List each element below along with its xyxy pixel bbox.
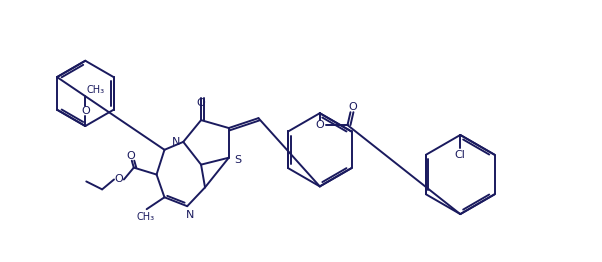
Text: N: N (186, 210, 194, 220)
Text: O: O (348, 102, 357, 112)
Text: O: O (315, 120, 324, 130)
Text: O: O (114, 174, 123, 184)
Text: Cl: Cl (455, 150, 466, 160)
Text: O: O (126, 151, 135, 161)
Text: S: S (234, 155, 241, 165)
Text: CH₃: CH₃ (137, 212, 155, 222)
Text: O: O (81, 106, 90, 116)
Text: O: O (197, 98, 205, 108)
Text: N: N (172, 137, 181, 147)
Text: CH₃: CH₃ (86, 85, 104, 95)
